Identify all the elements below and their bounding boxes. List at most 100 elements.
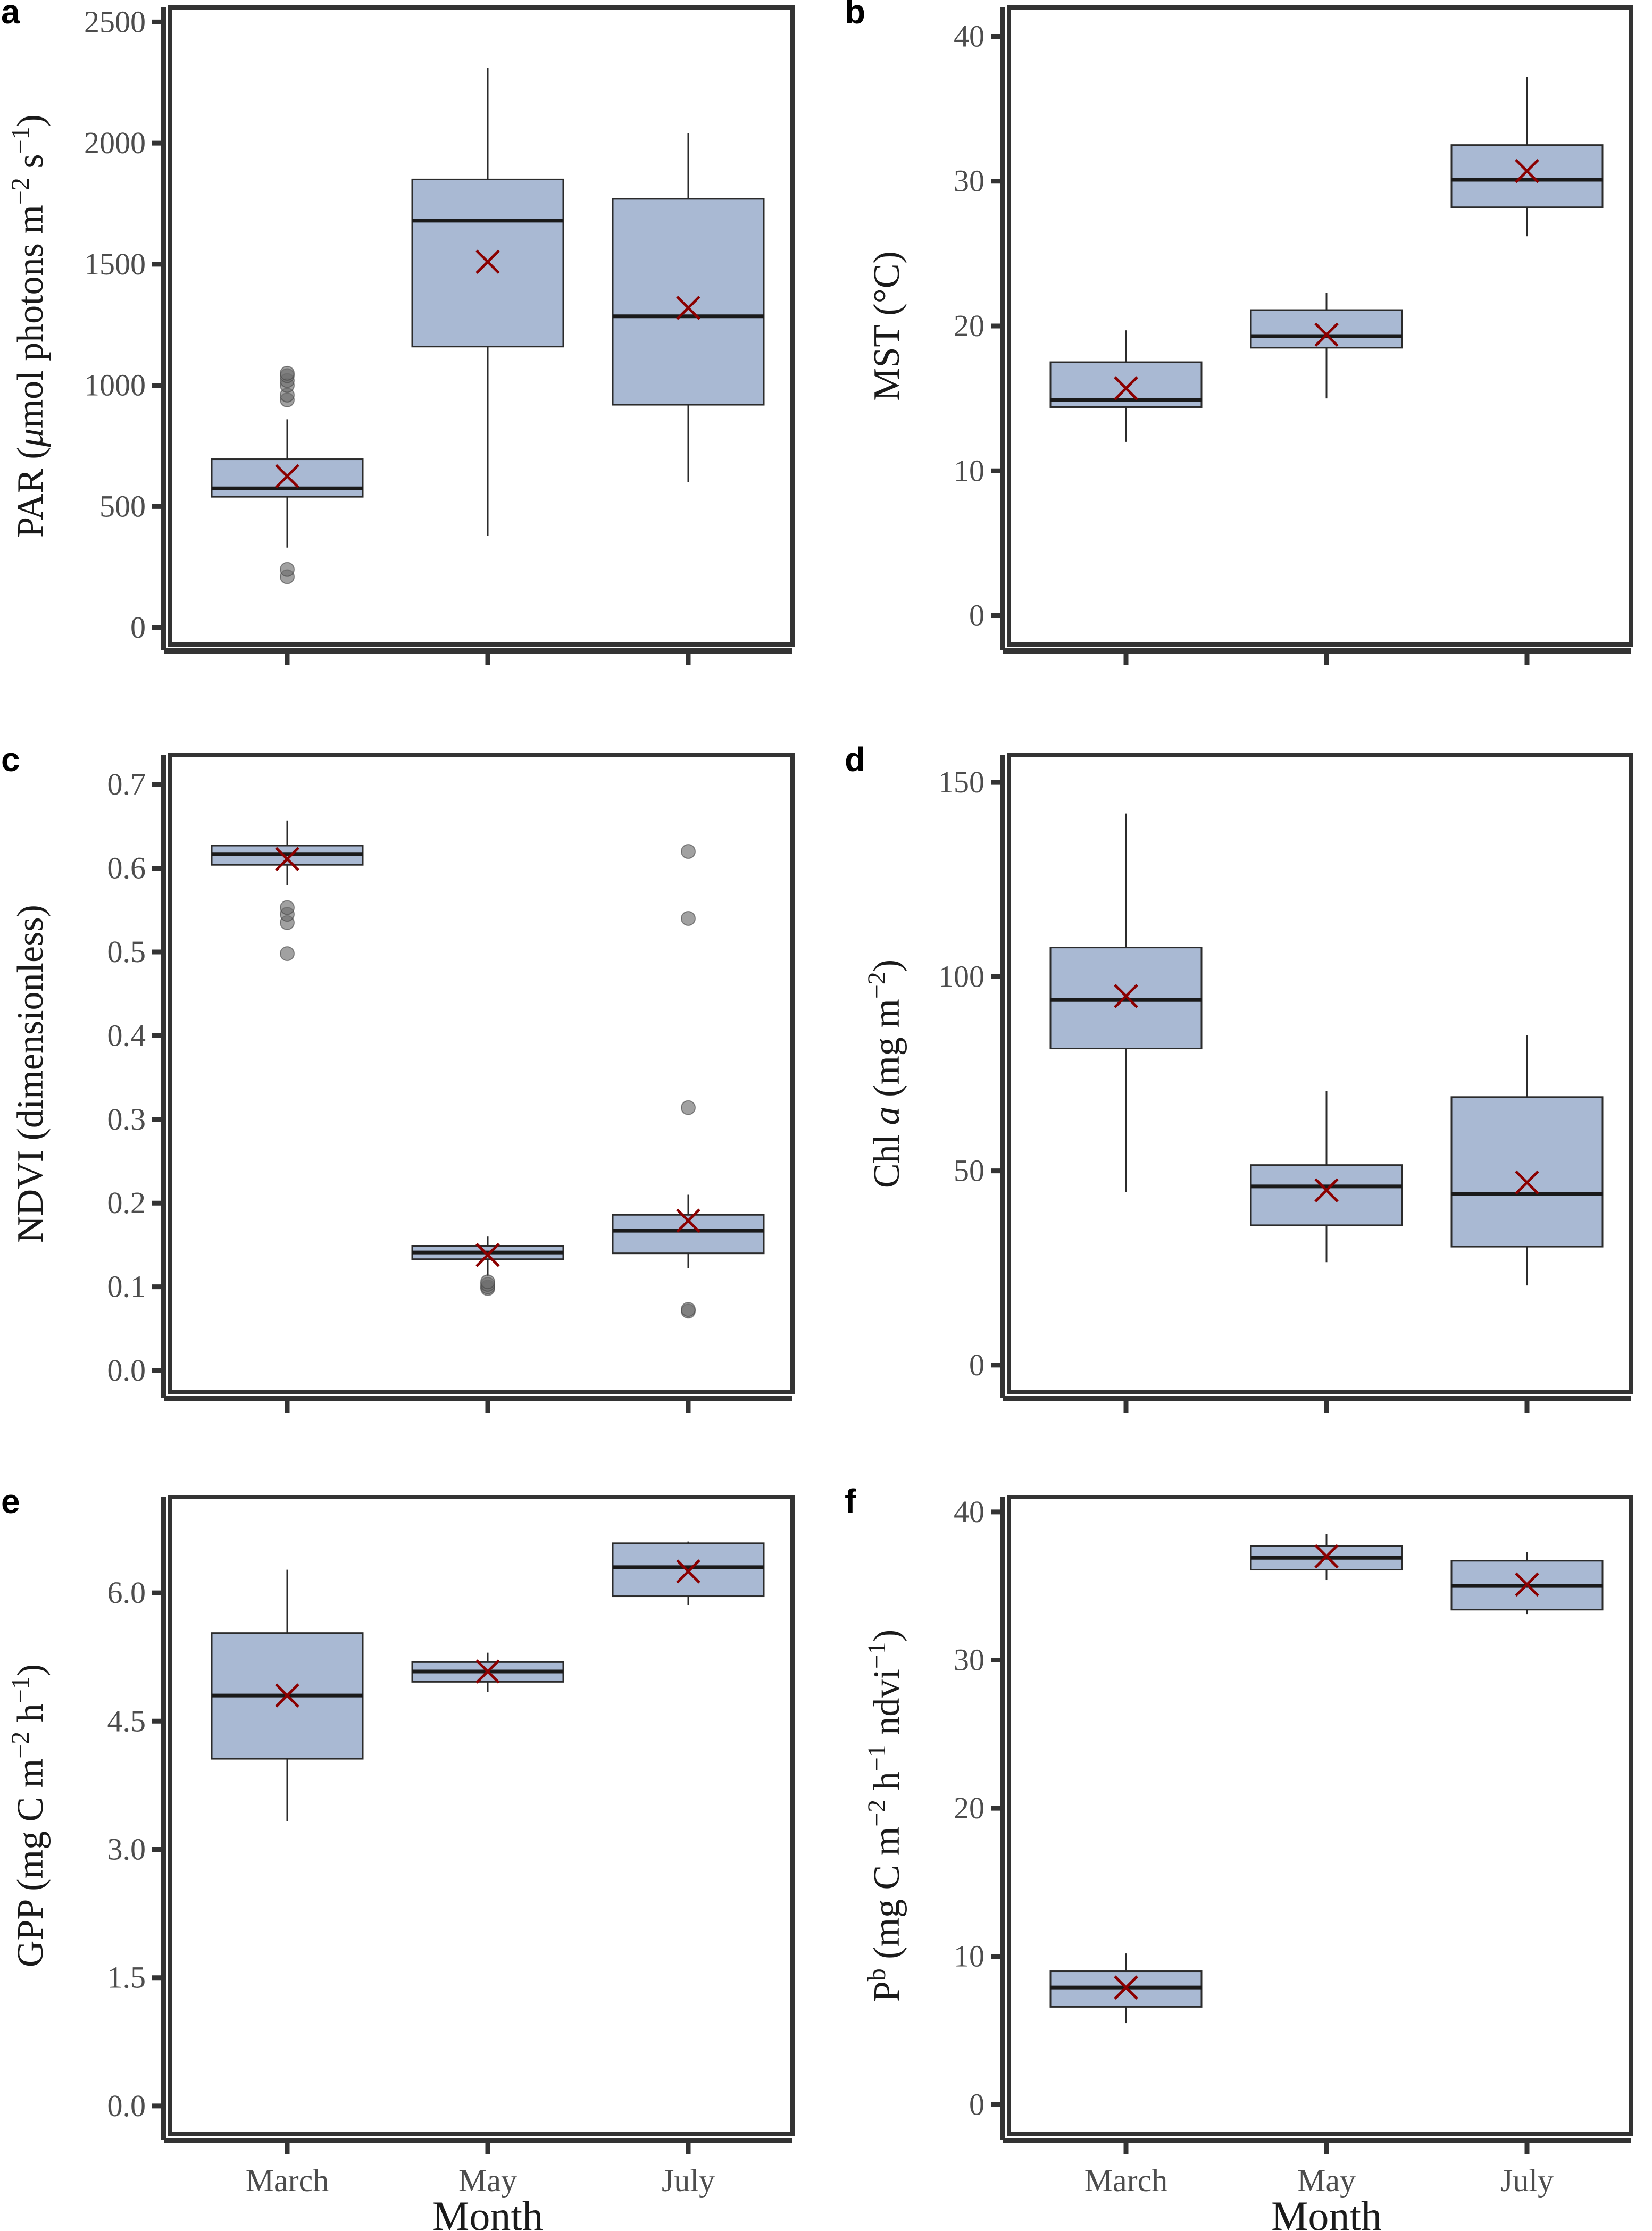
box-march — [211, 1569, 364, 1821]
y-axis-title-part: P — [866, 1981, 907, 2002]
box-iqr — [1250, 1164, 1403, 1226]
y-axis-title-part: −1 — [6, 127, 35, 154]
y-tick-label: 50 — [954, 1154, 984, 1188]
mean-marker-stroke — [275, 1683, 299, 1708]
x-tick-label: May — [1297, 2163, 1356, 2198]
box-iqr — [612, 1214, 765, 1255]
mean-marker-stroke — [1515, 1170, 1539, 1195]
x-axis-title: Month — [1271, 2193, 1382, 2231]
mean-marker — [275, 847, 299, 871]
y-tick-label: 1000 — [84, 368, 146, 403]
box-may — [411, 1652, 564, 1692]
mean-marker-stroke — [676, 1208, 700, 1233]
y-tick-label: 0.4 — [107, 1018, 146, 1052]
mean-marker-stroke — [676, 1559, 700, 1584]
y-axis-title-part: ) — [866, 959, 907, 972]
mean-marker-stroke — [1314, 1178, 1339, 1202]
y-axis-title-part: b — [863, 1968, 891, 1981]
box-may — [1250, 293, 1403, 399]
mean-marker-stroke — [1515, 158, 1539, 183]
box-march — [1049, 1953, 1203, 2024]
mean-marker — [1114, 984, 1138, 1008]
x-axis-title: Month — [432, 2193, 543, 2231]
y-axis-title-part: −2 — [863, 1800, 891, 1827]
y-tick-label: 0.2 — [107, 1185, 146, 1220]
box-may — [1250, 1534, 1403, 1581]
y-axis-title-part: ) — [10, 114, 51, 127]
box-march — [1049, 330, 1203, 442]
y-tick-label: 0 — [969, 598, 984, 633]
y-tick-label: 0.7 — [107, 767, 146, 801]
outlier-point — [681, 844, 696, 859]
y-tick-label: 6.0 — [107, 1575, 146, 1610]
mean-marker-stroke — [275, 847, 299, 871]
box-july — [1450, 77, 1604, 237]
y-axis-title-part: GPP (mg C m — [10, 1759, 51, 1967]
y-axis-title-part: (mg C m — [866, 1827, 907, 1968]
y-axis-title-part: ) — [10, 1664, 51, 1676]
outlier-point — [280, 562, 295, 577]
plot-frame — [1007, 753, 1633, 1394]
mean-marker — [275, 464, 299, 489]
box-march — [1049, 813, 1203, 1192]
y-tick-label: 10 — [954, 453, 984, 488]
mean-marker-stroke — [1515, 1572, 1539, 1597]
panel-a: a 0 500 1000 1500 2000 2500 PAR (μmol photons m… — [1, 0, 795, 665]
box-july — [612, 844, 765, 1319]
box-iqr — [612, 198, 765, 406]
y-axis-title-part: a — [866, 1106, 907, 1125]
box-iqr — [1450, 144, 1604, 208]
mean-marker — [1114, 1975, 1138, 2000]
x-tick-label: March — [1084, 2163, 1168, 2198]
y-tick-label: 2000 — [84, 126, 146, 160]
y-axis-title: Pb (mg C m−2 h−1 ndvi−1) — [863, 1630, 908, 2002]
y-tick-label: 20 — [954, 308, 984, 343]
y-axis-title-part: −1 — [863, 1642, 891, 1669]
y-tick-label: 100 — [938, 959, 984, 993]
y-axis-title-part: NDVI (dimensionless) — [10, 905, 51, 1243]
mean-marker — [275, 1683, 299, 1708]
mean-marker — [1314, 1178, 1339, 1202]
y-tick-label: 0 — [969, 1348, 984, 1382]
mean-marker — [1314, 1544, 1339, 1569]
y-tick-label: 4.5 — [107, 1703, 146, 1738]
outlier-point — [681, 1100, 696, 1115]
mean-marker — [1515, 158, 1539, 183]
y-axis-title: GPP (mg C m−2 h−1) — [6, 1664, 52, 1967]
y-axis-title-part: s — [10, 154, 51, 178]
y-axis-title-part: −1 — [6, 1676, 35, 1703]
y-tick-label: 0.0 — [107, 1353, 146, 1388]
y-axis-title-part: h — [10, 1703, 51, 1732]
y-tick-label: 0.5 — [107, 934, 146, 969]
y-axis-title-part: μ — [10, 428, 51, 447]
y-tick-label: 3.0 — [107, 1832, 146, 1867]
y-tick-label: 1500 — [84, 247, 146, 281]
y-axis-title-part: −2 — [863, 972, 891, 999]
mean-marker — [1114, 376, 1138, 400]
box-july — [612, 133, 765, 482]
box-may — [1250, 1091, 1403, 1263]
plot-frame — [1007, 5, 1633, 647]
mean-marker-stroke — [475, 249, 500, 274]
mean-marker-stroke — [475, 1243, 500, 1267]
box-july — [1450, 1552, 1604, 1615]
panel-letter: b — [845, 0, 865, 31]
plot-frame — [168, 5, 795, 647]
plot-frame — [168, 1495, 795, 2136]
y-axis-title-part: Chl — [866, 1125, 907, 1188]
outlier-point — [280, 900, 295, 915]
y-tick-label: 40 — [954, 1494, 984, 1529]
y-tick-label: 2500 — [84, 4, 146, 39]
y-tick-label: 20 — [954, 1791, 984, 1825]
x-tick-label: July — [662, 2163, 715, 2198]
outlier-point — [681, 910, 696, 926]
panel-letter: f — [845, 1482, 856, 1520]
mean-marker-stroke — [1114, 984, 1138, 1008]
y-axis-title-part: PAR ( — [10, 447, 51, 538]
mean-marker-stroke — [1314, 1544, 1339, 1569]
y-tick-label: 500 — [99, 489, 146, 523]
y-tick-label: 1.5 — [107, 1960, 146, 1995]
outlier-point — [280, 946, 295, 962]
